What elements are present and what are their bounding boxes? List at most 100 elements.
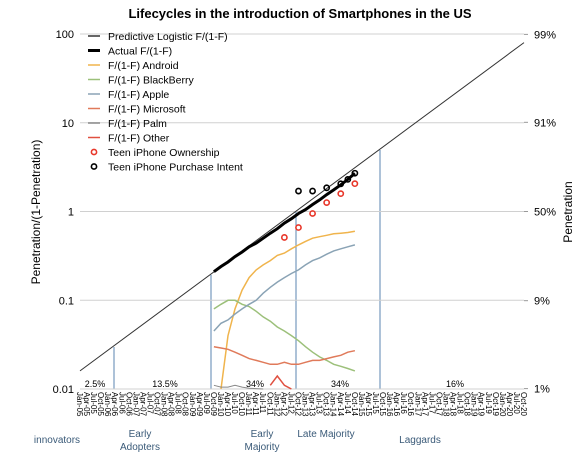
x-tick-label: Jul-08 bbox=[174, 392, 183, 414]
y-tick-label: 100 bbox=[56, 29, 74, 41]
marker bbox=[309, 187, 316, 195]
series-line bbox=[79, 42, 525, 372]
x-tick-label: Apr-09 bbox=[195, 392, 204, 417]
x-tick-label: Oct-14 bbox=[350, 392, 359, 417]
legend-label: F/(1-F) BlackBerry bbox=[108, 75, 195, 87]
y2-tick-label: 1% bbox=[534, 384, 550, 396]
segment-share: 34% bbox=[246, 379, 264, 389]
marker bbox=[295, 224, 302, 231]
series-line bbox=[269, 374, 292, 390]
chart-title: Lifecycles in the introduction of Smartp… bbox=[128, 6, 471, 21]
x-tick-label: Apr-10 bbox=[223, 392, 232, 417]
y2-tick-label: 91% bbox=[534, 117, 556, 129]
x-tick-label: Jul-05 bbox=[89, 392, 98, 414]
segment-label: Early Adopters bbox=[119, 429, 161, 453]
marker bbox=[323, 199, 331, 206]
x-tick-label: Oct-09 bbox=[209, 392, 218, 417]
x-tick-label: Jul-15 bbox=[371, 392, 380, 414]
segment-share: 2.5% bbox=[85, 379, 106, 389]
legend-marker bbox=[90, 163, 98, 170]
x-tick-label: Oct-07 bbox=[153, 392, 162, 417]
x-tick-label: Jul-17 bbox=[427, 392, 436, 414]
marker bbox=[337, 190, 345, 198]
x-tick-label: Oct-12 bbox=[293, 392, 302, 417]
x-tick-label: Jul-20 bbox=[512, 392, 521, 414]
marker bbox=[351, 169, 359, 177]
segment-label: Late Majority bbox=[297, 429, 355, 440]
series-line bbox=[213, 244, 356, 332]
x-tick-label: Oct-05 bbox=[96, 392, 105, 417]
x-tick-label: Jan-10 bbox=[216, 392, 225, 417]
x-tick-label: Jul-07 bbox=[145, 392, 154, 414]
x-tick-label: Jan-20 bbox=[498, 392, 507, 417]
y2-tick-label: 50% bbox=[534, 207, 556, 219]
x-tick-label: Jan-09 bbox=[188, 392, 197, 417]
y-tick-label: 10 bbox=[62, 118, 74, 130]
legend-label: Actual F/(1-F) bbox=[108, 46, 172, 58]
x-tick-label: Apr-11 bbox=[251, 392, 260, 416]
legend-label: F/(1-F) Apple bbox=[108, 89, 169, 101]
x-tick-label: Jan-13 bbox=[301, 392, 310, 417]
x-tick-label: Jan-12 bbox=[272, 392, 281, 417]
segment-label: innovators bbox=[33, 435, 81, 446]
series-line bbox=[213, 384, 264, 390]
segment-label: Laggards bbox=[399, 435, 441, 446]
x-tick-label: Apr-20 bbox=[505, 392, 514, 417]
x-tick-label: Apr-19 bbox=[477, 392, 486, 417]
x-tick-label: Apr-08 bbox=[167, 392, 176, 417]
x-tick-label: Jan-08 bbox=[160, 392, 169, 417]
legend-label: F/(1-F) Android bbox=[108, 60, 179, 72]
x-tick-label: Apr-06 bbox=[110, 392, 119, 417]
marker bbox=[280, 234, 288, 241]
y2-tick-label: 9% bbox=[534, 296, 550, 308]
segment-share: 16% bbox=[446, 379, 464, 389]
x-tick-label: Apr-05 bbox=[82, 392, 91, 417]
segment-share: 13.5% bbox=[152, 379, 178, 389]
x-tick-label: Jul-19 bbox=[484, 392, 493, 414]
x-tick-label: Oct-10 bbox=[237, 392, 246, 417]
y2-tick-label: 99% bbox=[534, 29, 556, 41]
x-tick-label: Oct-13 bbox=[322, 392, 331, 417]
y2-axis-label: Penetration bbox=[561, 181, 575, 242]
x-tick-label: Jul-18 bbox=[456, 392, 465, 414]
x-tick-label: Oct-19 bbox=[491, 392, 500, 417]
x-tick-label: Jan-05 bbox=[75, 392, 84, 417]
x-tick-label: Apr-18 bbox=[449, 392, 458, 417]
segment-label: Early Majority bbox=[244, 429, 280, 453]
x-tick-label: Jan-14 bbox=[329, 392, 338, 417]
x-tick-label: Apr-17 bbox=[420, 392, 429, 417]
x-tick-label: Oct-15 bbox=[378, 392, 387, 417]
marker bbox=[309, 210, 316, 217]
x-tick-label: Jul-13 bbox=[315, 392, 324, 414]
x-tick-label: Apr-13 bbox=[308, 392, 317, 417]
x-tick-label: Apr-15 bbox=[364, 392, 373, 417]
x-tick-label: Apr-12 bbox=[279, 392, 288, 417]
y-axis-label: Penetration/(1-Penetration) bbox=[29, 140, 43, 285]
legend-label: Teen iPhone Ownership bbox=[108, 147, 220, 159]
x-tick-label: Oct-20 bbox=[519, 392, 528, 417]
x-tick-label: Jul-14 bbox=[343, 392, 352, 414]
series-line bbox=[220, 230, 356, 390]
x-tick-label: Jan-11 bbox=[244, 392, 253, 416]
x-tick-label: Jul-16 bbox=[399, 392, 408, 414]
x-tick-label: Jan-06 bbox=[103, 392, 112, 417]
x-tick-label: Oct-17 bbox=[434, 392, 443, 417]
x-tick-label: Jul-06 bbox=[117, 392, 126, 414]
legend-label: Predictive Logistic F/(1-F) bbox=[108, 31, 228, 43]
x-tick-label: Jan-19 bbox=[470, 392, 479, 417]
x-tick-label: Oct-16 bbox=[406, 392, 415, 417]
x-tick-label: Jan-16 bbox=[385, 392, 394, 417]
x-tick-label: Apr-14 bbox=[336, 392, 345, 417]
marker bbox=[295, 187, 302, 195]
x-tick-label: Apr-16 bbox=[392, 392, 401, 417]
marker bbox=[323, 184, 331, 192]
series-line bbox=[213, 172, 356, 273]
x-tick-label: Jul-10 bbox=[230, 392, 239, 414]
marker bbox=[351, 180, 359, 188]
x-tick-label: Oct-06 bbox=[124, 392, 133, 417]
x-tick-label: Oct-18 bbox=[463, 392, 472, 417]
series-line bbox=[213, 345, 356, 366]
y-tick-label: 0.01 bbox=[53, 384, 74, 396]
legend-label: F/(1-F) Microsoft bbox=[108, 104, 186, 116]
